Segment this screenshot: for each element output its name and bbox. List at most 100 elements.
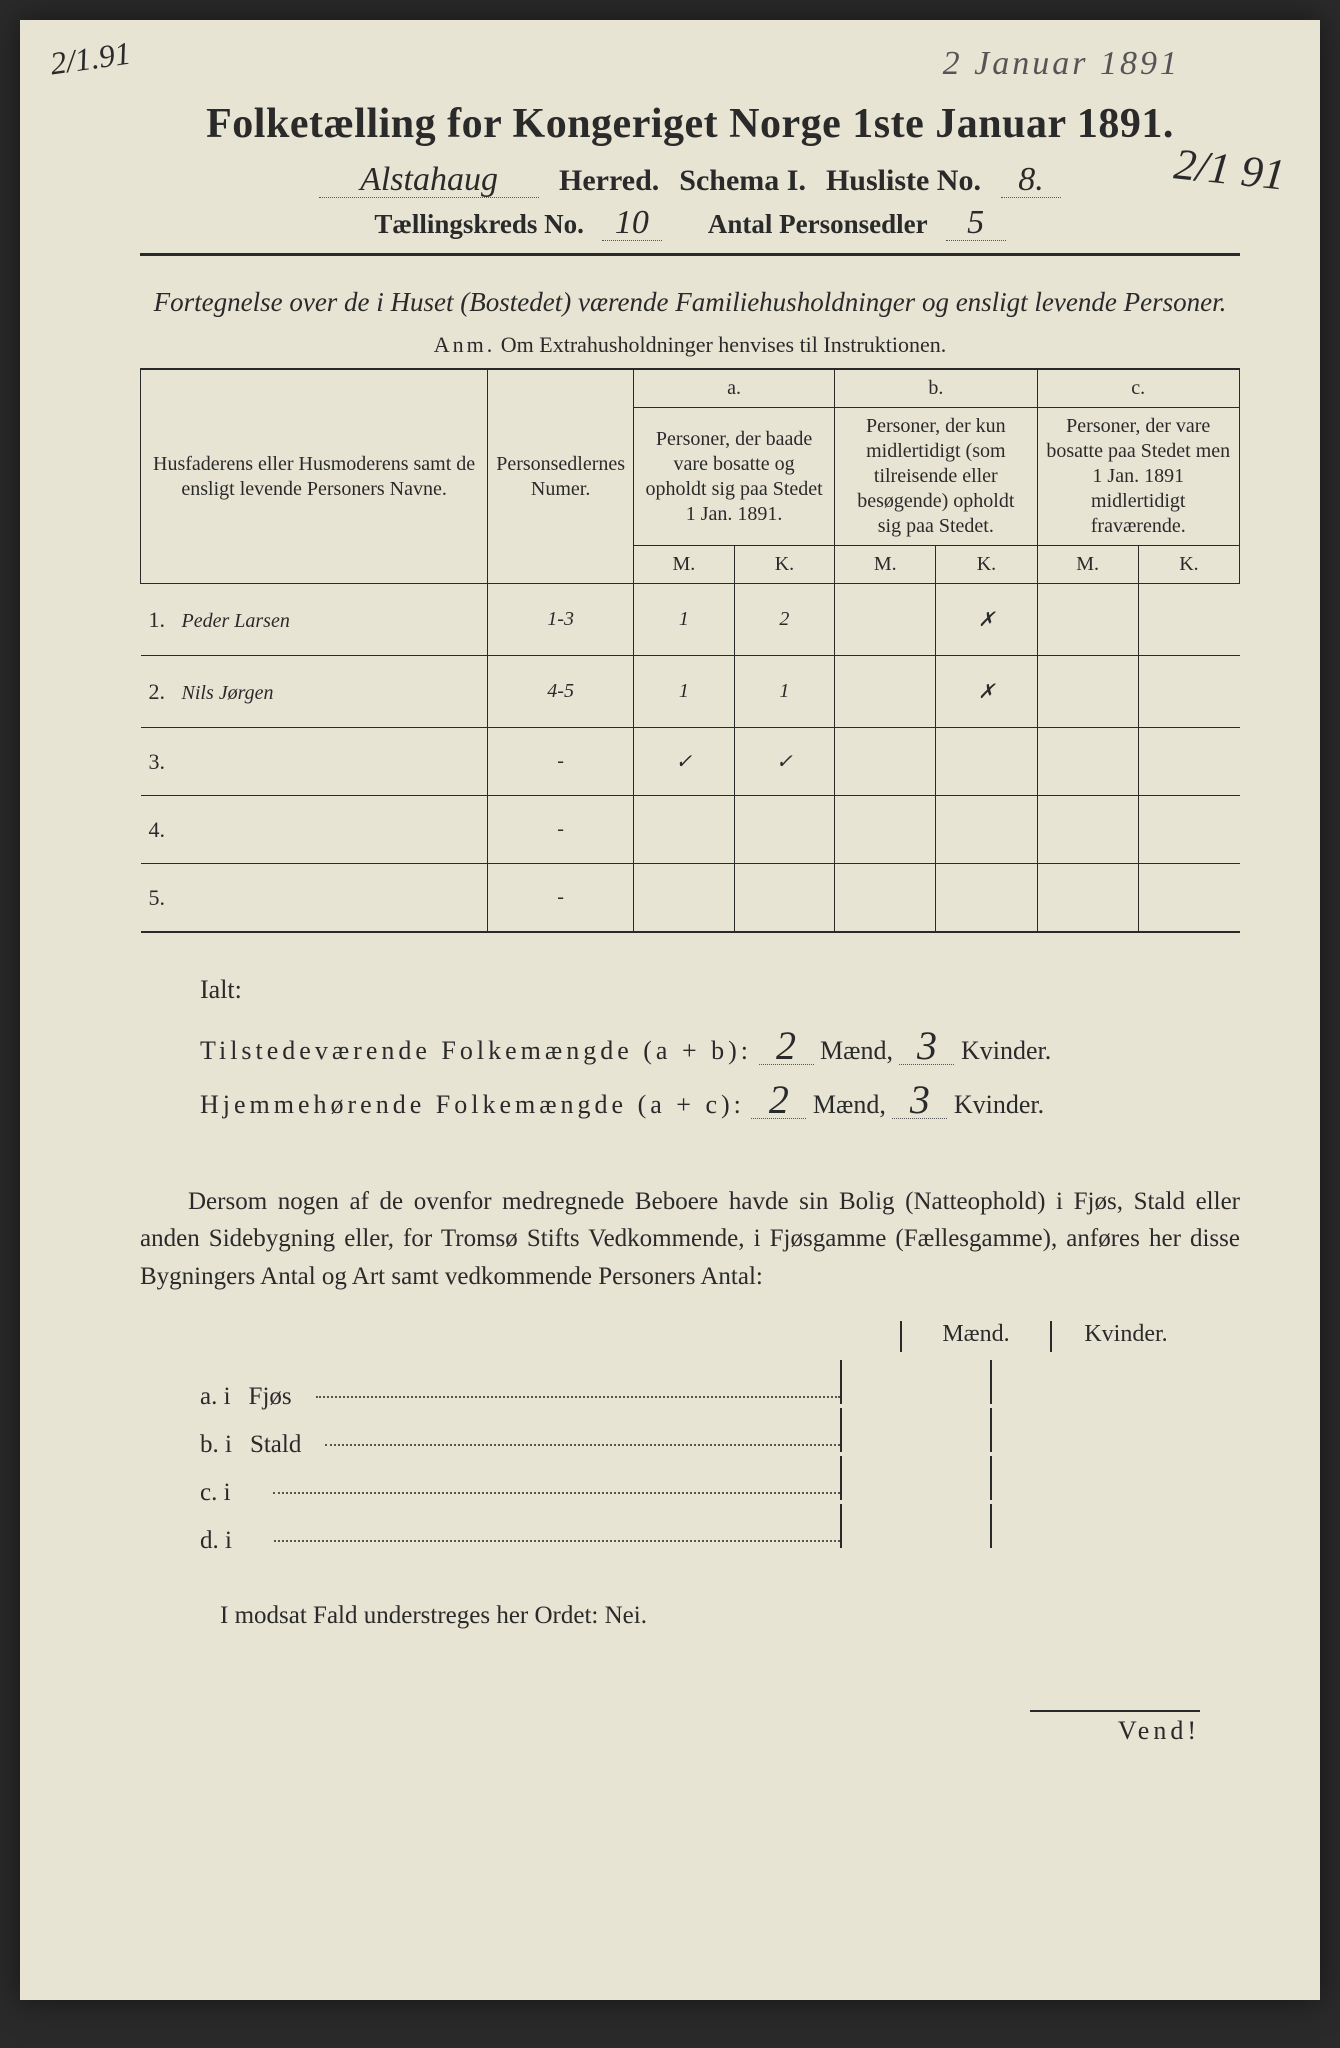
- cell-a-k: 2: [734, 584, 834, 656]
- annotation-top-right: 2 Januar 1891: [943, 45, 1180, 83]
- table-row: 1. Peder Larsen1-312✗: [141, 584, 1240, 656]
- th-number: Personsedlernes Numer.: [488, 369, 634, 584]
- th-c-label: c.: [1037, 369, 1240, 408]
- cell-num: -: [488, 728, 634, 796]
- sb-head-k: Kvinder.: [1050, 1321, 1200, 1352]
- cell-b-k: ✗: [936, 656, 1037, 728]
- anm-note: Anm. Om Extrahusholdninger henvises til …: [140, 332, 1240, 358]
- dotted-leader: [273, 1492, 840, 1494]
- cell-name: 4.: [141, 796, 488, 864]
- th-c-desc: Personer, der vare bosatte paa Stedet me…: [1037, 408, 1240, 546]
- cell-a-k: [734, 864, 834, 932]
- cell-b-m: [835, 584, 936, 656]
- sb-m-cell: [840, 1408, 990, 1452]
- header-line-1: Alstahaug Herred. Schema I. Husliste No.…: [140, 163, 1240, 198]
- th-a-k: K.: [734, 546, 834, 584]
- cell-a-k: ✓: [734, 728, 834, 796]
- husliste-value: 8.: [1001, 163, 1061, 198]
- kreds-label: Tællingskreds No.: [374, 209, 584, 240]
- table-row: 2. Nils Jørgen4-511✗: [141, 656, 1240, 728]
- totals-ialt: Ialt:: [200, 963, 1240, 1018]
- page-title: Folketælling for Kongeriget Norge 1ste J…: [140, 100, 1240, 148]
- th-a-desc: Personer, der baade vare bosatte og opho…: [634, 408, 835, 546]
- cell-c-m: [1037, 864, 1138, 932]
- totals-resident-k: 3: [892, 1082, 947, 1119]
- totals-resident-label: Hjemmehørende Folkemængde (a + c):: [200, 1090, 745, 1119]
- cell-c-m: [1037, 796, 1138, 864]
- th-a-m: M.: [634, 546, 735, 584]
- th-name: Husfaderens eller Husmoderens samt de en…: [141, 369, 488, 584]
- annotation-top-left: 2/1.91: [48, 35, 133, 83]
- sb-label: Stald: [250, 1431, 301, 1459]
- cell-a-m: [634, 864, 735, 932]
- totals-line-2: Hjemmehørende Folkemængde (a + c): 2 Mæn…: [200, 1078, 1240, 1133]
- sb-m-cell: [840, 1504, 990, 1548]
- table-row: 4. -: [141, 796, 1240, 864]
- sidebuilding-header: Mænd. Kvinder.: [900, 1321, 1240, 1352]
- cell-b-m: [835, 864, 936, 932]
- sb-key: d. i: [200, 1527, 232, 1555]
- cell-b-m: [835, 656, 936, 728]
- th-b-desc: Personer, der kun midlertidigt (som tilr…: [835, 408, 1037, 546]
- totals-resident-m: 2: [751, 1082, 806, 1119]
- table-row: 3. -✓✓: [141, 728, 1240, 796]
- antal-label: Antal Personsedler: [708, 209, 928, 240]
- husliste-label: Husliste No.: [826, 164, 981, 198]
- herred-value: Alstahaug: [319, 163, 539, 198]
- totals-present-label: Tilstedeværende Folkemængde (a + b):: [200, 1036, 752, 1065]
- sb-m-cell: [840, 1360, 990, 1404]
- th-b-label: b.: [835, 369, 1037, 408]
- cell-name: 1. Peder Larsen: [141, 584, 488, 656]
- sb-k-cell: [990, 1408, 1140, 1452]
- cell-name: 3.: [141, 728, 488, 796]
- dotted-leader: [325, 1444, 840, 1446]
- cell-a-k: [734, 796, 834, 864]
- herred-label: Herred.: [559, 164, 659, 198]
- totals-present-m: 2: [759, 1028, 814, 1065]
- cell-c-m: [1037, 728, 1138, 796]
- th-a-label: a.: [634, 369, 835, 408]
- sidebuilding-row: c. i: [200, 1456, 1240, 1504]
- cell-b-m: [835, 728, 936, 796]
- kreds-value: 10: [602, 206, 662, 241]
- annotation-side-right: 2/1 91: [1172, 144, 1287, 195]
- sb-key: a. i: [200, 1383, 231, 1411]
- subtitle: Fortegnelse over de i Huset (Bostedet) v…: [140, 284, 1240, 320]
- sidebuilding-row: a. i Fjøs: [200, 1360, 1240, 1408]
- cell-b-k: [936, 796, 1037, 864]
- cell-b-k: ✗: [936, 584, 1037, 656]
- cell-b-k: [936, 864, 1037, 932]
- th-c-k: K.: [1138, 546, 1239, 584]
- cell-num: -: [488, 864, 634, 932]
- sb-m-cell: [840, 1456, 990, 1500]
- maend-label: Mænd,: [813, 1090, 886, 1119]
- sb-key: c. i: [200, 1479, 231, 1507]
- sb-key: b. i: [200, 1431, 232, 1459]
- vend-label: Vend!: [1030, 1710, 1200, 1746]
- sb-head-m: Mænd.: [900, 1321, 1050, 1352]
- header-line-2: Tællingskreds No. 10 Antal Personsedler …: [140, 206, 1240, 241]
- sidebuilding-table: Mænd. Kvinder. a. i Fjøs b. i Stald c. i d. i: [200, 1321, 1240, 1552]
- anm-label: Anm.: [434, 332, 496, 357]
- kvinder-label: Kvinder.: [954, 1090, 1044, 1119]
- cell-a-k: 1: [734, 656, 834, 728]
- sb-k-cell: [990, 1456, 1140, 1500]
- anm-text: Om Extrahusholdninger henvises til Instr…: [501, 332, 946, 357]
- cell-b-m: [835, 796, 936, 864]
- header-rule: [140, 253, 1240, 256]
- nei-line: I modsat Fald understreges her Ordet: Ne…: [220, 1602, 1240, 1630]
- cell-c-k: [1138, 864, 1239, 932]
- schema-label: Schema I.: [679, 164, 806, 198]
- cell-name: 5.: [141, 864, 488, 932]
- th-b-k: K.: [936, 546, 1037, 584]
- kvinder-label: Kvinder.: [961, 1036, 1051, 1065]
- cell-c-k: [1138, 728, 1239, 796]
- dotted-leader: [274, 1540, 840, 1542]
- sidebuilding-row: d. i: [200, 1504, 1240, 1552]
- cell-a-m: 1: [634, 584, 735, 656]
- cell-a-m: 1: [634, 656, 735, 728]
- sb-label: Fjøs: [249, 1383, 292, 1411]
- cell-num: -: [488, 796, 634, 864]
- totals-present-k: 3: [899, 1028, 954, 1065]
- totals-block: Ialt: Tilstedeværende Folkemængde (a + b…: [200, 963, 1240, 1133]
